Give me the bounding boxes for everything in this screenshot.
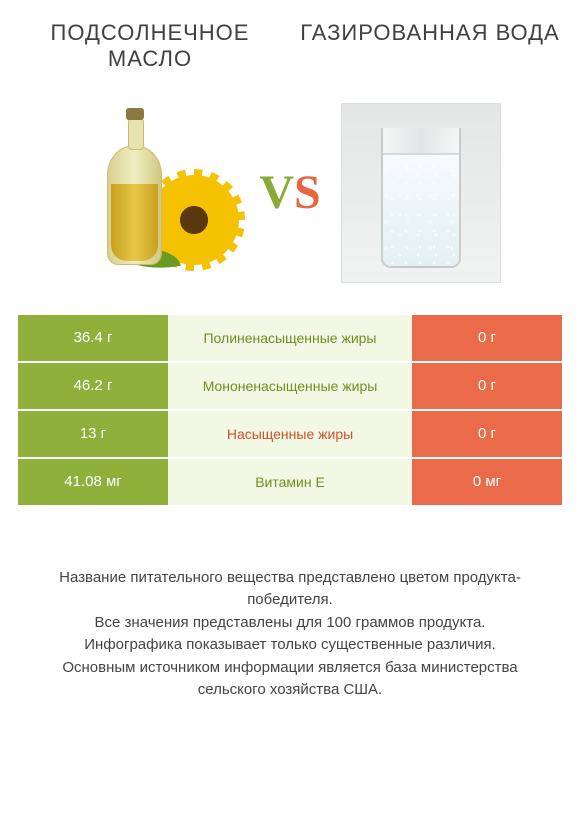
left-value-cell: 13 г	[18, 411, 168, 457]
water-glass-icon	[381, 128, 461, 268]
left-value-cell: 46.2 г	[18, 363, 168, 409]
vs-s: S	[294, 166, 321, 219]
table-row: 46.2 гМононенасыщенные жиры0 г	[18, 363, 562, 411]
nutrient-label-cell: Насыщенные жиры	[168, 411, 412, 457]
nutrient-label-cell: Полиненасыщенные жиры	[168, 315, 412, 361]
footer-line: Инфографика показывает только существенн…	[30, 634, 550, 657]
footer-notes: Название питательного вещества представл…	[0, 507, 580, 702]
vs-v: V	[259, 166, 294, 219]
images-row: VS	[0, 83, 580, 313]
footer-line: Основным источником информации является …	[30, 657, 550, 702]
footer-line: Все значения представлены для 100 граммо…	[30, 612, 550, 635]
left-product-image	[69, 103, 249, 283]
right-product-image	[331, 103, 511, 283]
right-value-cell: 0 мг	[412, 459, 562, 505]
footer-line: Название питательного вещества представл…	[30, 567, 550, 612]
comparison-table: 36.4 гПолиненасыщенные жиры0 г46.2 гМоно…	[18, 313, 562, 507]
right-value-cell: 0 г	[412, 315, 562, 361]
right-product-title: ГАЗИРОВАННАЯ ВОДА	[290, 20, 570, 73]
titles-row: ПОДСОЛНЕЧНОЕ МАСЛО ГАЗИРОВАННАЯ ВОДА	[0, 0, 580, 83]
left-value-cell: 41.08 мг	[18, 459, 168, 505]
table-row: 13 гНасыщенные жиры0 г	[18, 411, 562, 459]
right-value-cell: 0 г	[412, 411, 562, 457]
vs-label: VS	[259, 165, 320, 220]
oil-bottle-icon	[107, 145, 162, 265]
table-row: 36.4 гПолиненасыщенные жиры0 г	[18, 315, 562, 363]
left-value-cell: 36.4 г	[18, 315, 168, 361]
left-product-title: ПОДСОЛНЕЧНОЕ МАСЛО	[10, 20, 290, 73]
table-row: 41.08 мгВитамин E0 мг	[18, 459, 562, 507]
right-value-cell: 0 г	[412, 363, 562, 409]
nutrient-label-cell: Мононенасыщенные жиры	[168, 363, 412, 409]
nutrient-label-cell: Витамин E	[168, 459, 412, 505]
